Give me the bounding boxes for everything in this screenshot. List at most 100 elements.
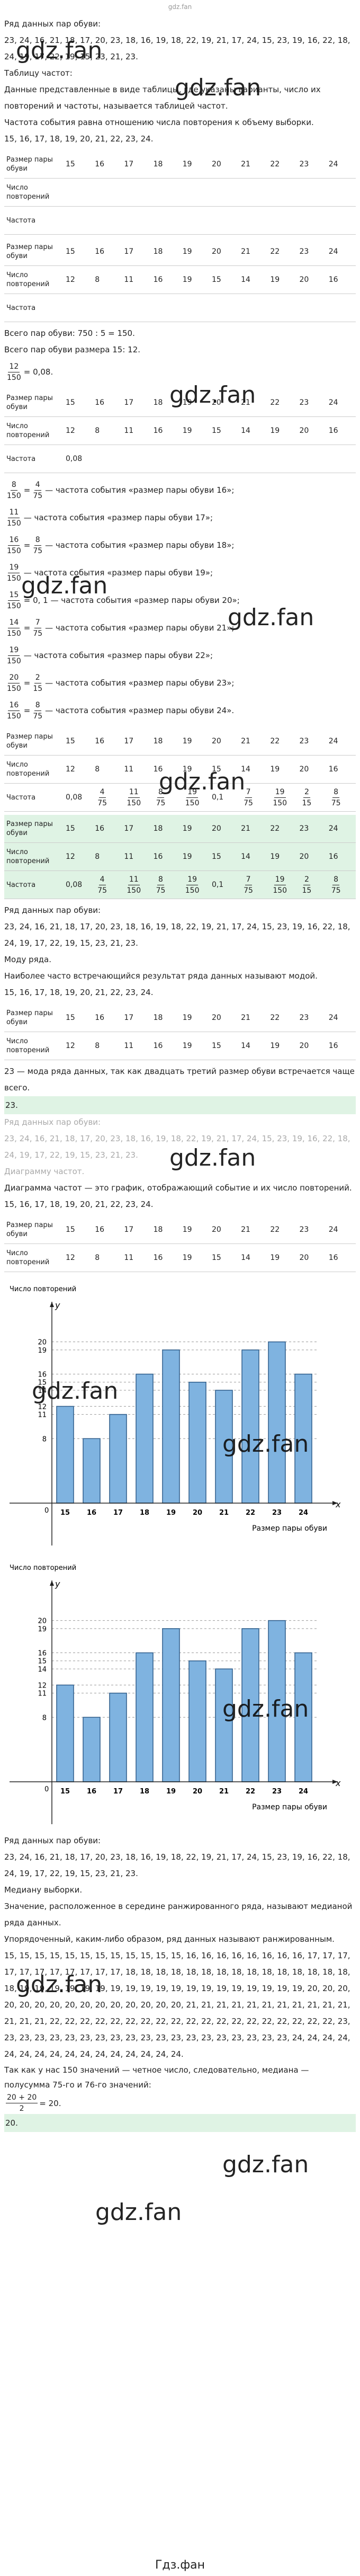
text: — частота события «размер пары обуви 22»… xyxy=(23,651,213,660)
text: Частота xyxy=(6,216,36,225)
table-row: Частота xyxy=(4,294,356,322)
cell: 24 xyxy=(326,815,356,843)
table-row: Размер пары обуви 15 16 17 18 19 20 21 22 23 24 xyxy=(4,815,356,843)
x-tick-label: 17 xyxy=(113,1509,123,1517)
table-row: Размер пары обуви 15 16 17 18 19 20 21 22 23 24 xyxy=(4,1216,356,1244)
text: 16 xyxy=(153,765,163,774)
cell xyxy=(151,294,181,322)
denominator: 150 xyxy=(273,798,287,807)
denominator: 15 xyxy=(33,684,43,693)
numerator: 16 xyxy=(8,535,20,546)
numerator: 19 xyxy=(274,874,286,885)
fraction: 2 15 xyxy=(301,787,313,809)
cell: 20 xyxy=(209,815,239,843)
cell: 2 15 xyxy=(297,870,327,899)
cell: 18 xyxy=(151,1216,181,1244)
cell: 24 xyxy=(326,238,356,266)
cell: 19 xyxy=(268,1032,298,1060)
cell: 15 xyxy=(64,1004,93,1032)
text: 17 xyxy=(124,160,134,168)
denominator: 150 xyxy=(7,491,21,500)
cell xyxy=(93,294,122,322)
text: 19 xyxy=(182,765,192,774)
row-header: Частота xyxy=(4,870,64,899)
text: 16 xyxy=(153,852,163,861)
x-tick-label: 23 xyxy=(272,1788,282,1796)
cell xyxy=(239,294,268,322)
text: 14 xyxy=(241,1042,250,1050)
watermark: gdz.fan xyxy=(159,768,246,795)
fraction: 19 150 xyxy=(272,874,288,896)
denominator: 150 xyxy=(7,546,21,555)
cell: 16 xyxy=(326,842,356,871)
text: 20 xyxy=(299,1254,309,1262)
fraction: 16 150 xyxy=(6,535,22,556)
numerator: 8 xyxy=(34,700,41,711)
denominator: 150 xyxy=(7,629,21,638)
cell: 22 xyxy=(268,238,298,266)
cell: 15 xyxy=(209,1032,239,1060)
x-axis-label: Размер пары обуви xyxy=(252,1524,327,1533)
cell: 23 xyxy=(297,150,327,179)
text: 12 xyxy=(66,852,75,861)
y-tick-label: 20 xyxy=(38,1618,47,1625)
text: 12 xyxy=(66,1042,75,1050)
row-header: Размер пары обуви xyxy=(4,389,64,417)
cell: 22 xyxy=(268,815,298,843)
text: 23 xyxy=(299,824,309,833)
table-row: Число повторений 12 8 11 16 19 15 14 19 20 16 xyxy=(4,842,356,871)
formula: 19 150 — частота события «размер пары обу… xyxy=(4,559,356,587)
paragraph: Упорядоченный, каким-либо образом, ряд д… xyxy=(4,1934,335,1944)
denominator: 150 xyxy=(127,886,141,895)
fraction: 8 75 xyxy=(330,874,342,896)
numerator: 8 xyxy=(34,535,41,546)
text: 22 xyxy=(270,1014,280,1022)
cell: 22 xyxy=(268,1216,298,1244)
cell: 21 xyxy=(239,815,268,843)
cell xyxy=(326,294,356,322)
cell: 21 xyxy=(239,389,268,417)
cell: 12 xyxy=(64,416,93,445)
y-tick-label: 14 xyxy=(38,1666,47,1674)
text: 16 xyxy=(328,427,338,435)
fraction: 2 15 xyxy=(301,874,313,896)
text: 20 xyxy=(299,852,309,861)
x-tick-label: 21 xyxy=(219,1509,229,1517)
text: 20 xyxy=(299,765,309,774)
cell: 19 xyxy=(180,815,210,843)
cell: 16 xyxy=(93,1004,122,1032)
text: 19 xyxy=(182,852,192,861)
y-tick-label: 11 xyxy=(38,1690,47,1698)
y-tick-label: 12 xyxy=(38,1403,47,1411)
bar xyxy=(268,1341,286,1504)
numerator: 19 xyxy=(186,874,199,885)
text: 21 xyxy=(241,1225,250,1234)
formula: 12 150 = 0,08. xyxy=(4,358,356,386)
cell: 23 xyxy=(297,815,327,843)
cell: 15 xyxy=(64,727,93,756)
cell: 12 xyxy=(64,1243,93,1272)
text: 21 xyxy=(241,824,250,833)
x-tick-label: 16 xyxy=(87,1509,96,1517)
cell: 12 xyxy=(64,1032,93,1060)
x-axis-name: x xyxy=(335,1499,341,1509)
bar xyxy=(83,1438,101,1504)
cell xyxy=(180,445,210,473)
text: 17 xyxy=(124,398,134,407)
cell: 20 xyxy=(297,1243,327,1272)
cell: 16 xyxy=(151,842,181,871)
fraction: 19 150 xyxy=(184,874,201,896)
denominator: 150 xyxy=(7,684,21,693)
text: 0,1 xyxy=(211,881,224,889)
numerator: 12 xyxy=(8,361,20,372)
cell: 23 xyxy=(297,238,327,266)
denominator: 75 xyxy=(156,798,166,807)
cell: 21 xyxy=(239,150,268,179)
y-tick-label: 14 xyxy=(38,1387,47,1395)
text: 18 xyxy=(153,1014,163,1022)
text: 16 xyxy=(95,737,105,745)
text: Размер пары обуви xyxy=(6,1221,53,1238)
cell: 18 xyxy=(151,389,181,417)
numerator: 11 xyxy=(128,787,140,798)
